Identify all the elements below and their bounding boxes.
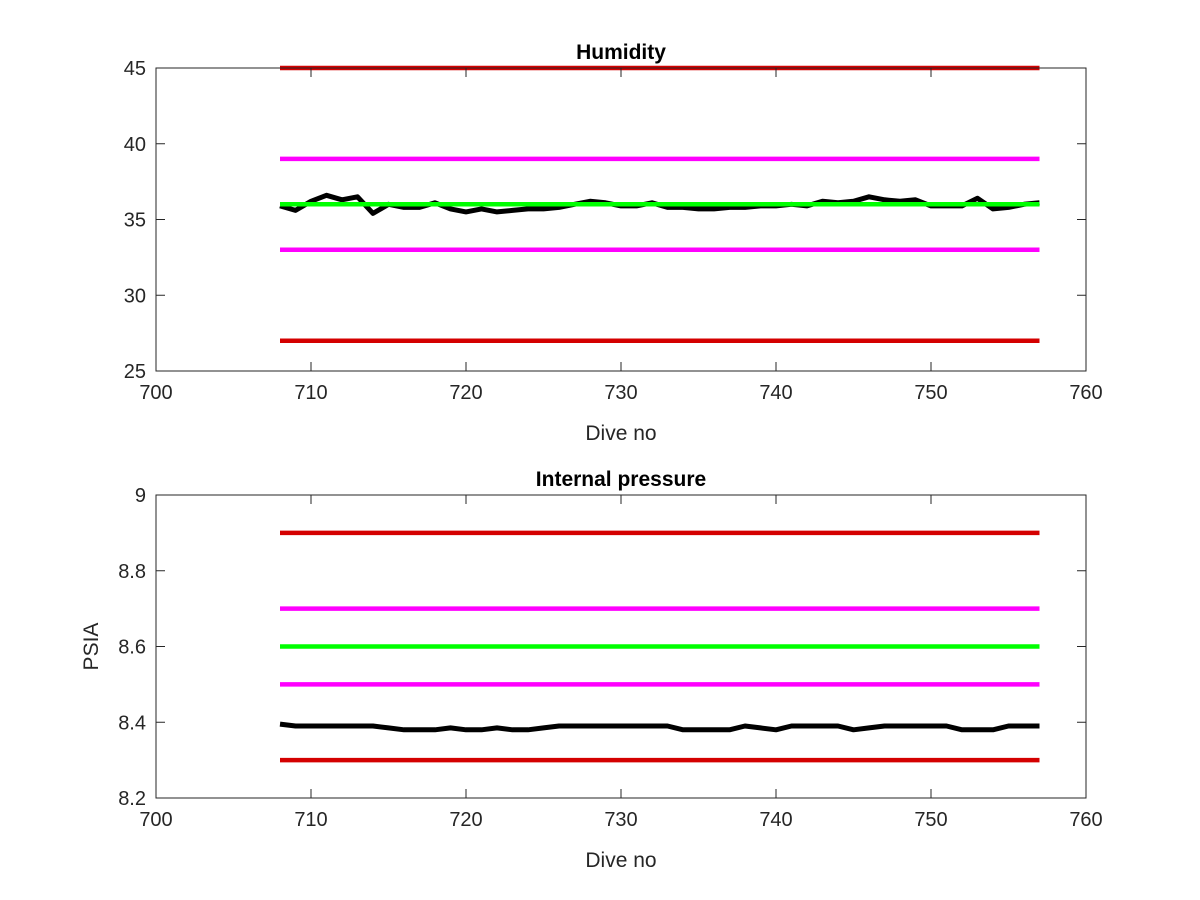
x-tick-label: 710 bbox=[294, 809, 327, 831]
x-tick-label: 760 bbox=[1069, 809, 1102, 831]
chart-1: 700 710 720 730 740 750 760 25 30 35 40 45 Humidity D… bbox=[124, 41, 1103, 445]
x-tick-label: 730 bbox=[604, 382, 637, 404]
y-tick-label: 30 bbox=[124, 285, 146, 307]
x-tick-label: 700 bbox=[139, 382, 172, 404]
x-tick-label: 740 bbox=[759, 809, 792, 831]
chart-title: Internal pressure bbox=[536, 468, 706, 491]
x-tick-label: 720 bbox=[449, 382, 482, 404]
axes-box bbox=[155, 67, 1087, 372]
series-line-5 bbox=[279, 721, 1040, 733]
y-tick-label: 8.4 bbox=[118, 712, 146, 734]
y-tick-label: 25 bbox=[124, 361, 146, 383]
x-axis-label: Dive no bbox=[585, 849, 656, 872]
y-axis-label: PSIA bbox=[80, 623, 103, 671]
x-tick-label: 740 bbox=[759, 382, 792, 404]
y-tick-label: 8.8 bbox=[118, 561, 146, 583]
x-tick-label: 760 bbox=[1069, 382, 1102, 404]
y-tick-label: 40 bbox=[124, 134, 146, 156]
x-tick-label: 750 bbox=[914, 809, 947, 831]
x-tick-label: 710 bbox=[294, 382, 327, 404]
y-tick-label: 9 bbox=[135, 485, 146, 507]
x-tick-label: 730 bbox=[604, 809, 637, 831]
x-axis-label: Dive no bbox=[585, 422, 656, 445]
x-tick-label: 700 bbox=[139, 809, 172, 831]
x-tick-label: 720 bbox=[449, 809, 482, 831]
x-tick-label: 750 bbox=[914, 382, 947, 404]
chart-2: 700 710 720 730 740 750 760 8.2 8.4 8.6 8.8 9 Intern… bbox=[80, 468, 1103, 872]
y-tick-label: 8.2 bbox=[118, 788, 146, 810]
y-tick-label: 35 bbox=[124, 210, 146, 232]
chart-title: Humidity bbox=[576, 41, 666, 64]
y-tick-label: 8.6 bbox=[118, 637, 146, 659]
y-tick-label: 45 bbox=[124, 58, 146, 80]
